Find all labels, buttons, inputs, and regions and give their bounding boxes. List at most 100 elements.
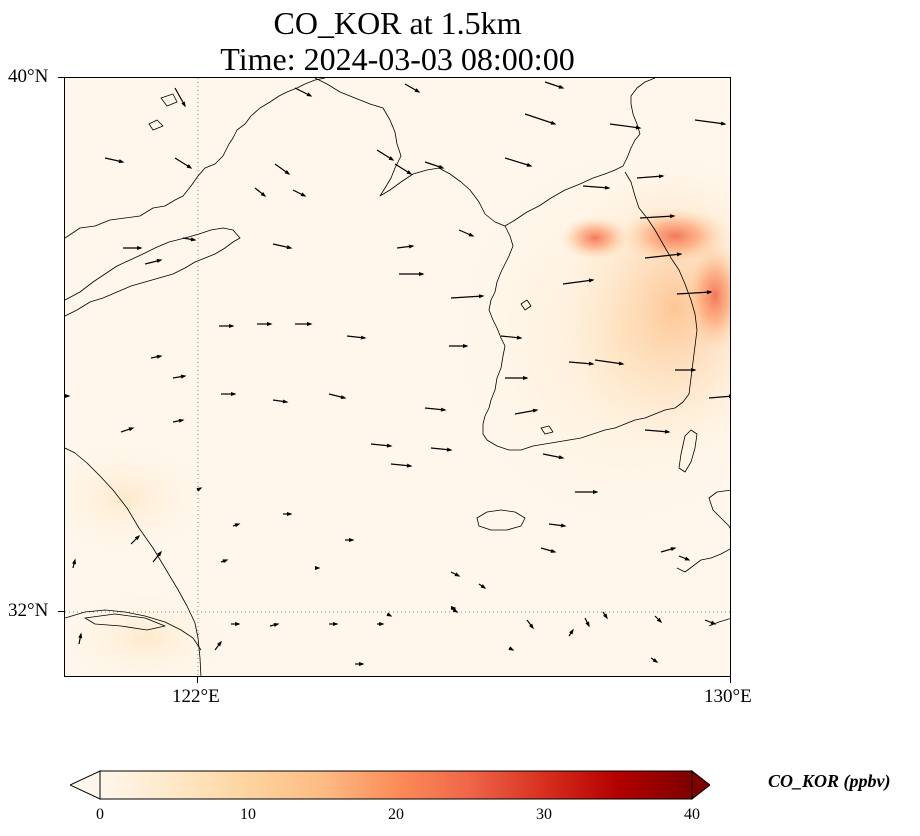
wind-vector: [568, 361, 594, 365]
co-concentration-field: [65, 128, 730, 676]
wind-vector-head: [523, 376, 529, 380]
wind-vector-head: [558, 84, 565, 89]
island-bohai-2: [148, 119, 164, 131]
wind-vector: [676, 291, 712, 295]
island-bohai-1: [160, 93, 178, 107]
wind-vector: [694, 119, 726, 125]
wind-vector-head: [454, 572, 461, 577]
wind-vector-head: [440, 407, 447, 412]
wind-vector-head: [691, 368, 697, 372]
wind-vector-head: [451, 606, 457, 610]
colorbar-gradient: [99, 770, 693, 800]
wind-vector-head: [229, 324, 235, 328]
coastline-kyushu: [708, 489, 730, 529]
wind-vector-head: [186, 164, 193, 169]
tsushima-island: [678, 429, 698, 473]
coastline-korea-north-east: [630, 78, 656, 135]
wind-vector-head: [65, 394, 71, 398]
wind-vector-head: [414, 88, 421, 93]
map-canvas: [65, 78, 730, 676]
wind-vector-head: [315, 566, 321, 570]
wind-vector-head: [178, 418, 185, 423]
wind-vector-head: [669, 214, 676, 219]
wind-vector-head: [118, 159, 125, 164]
coastline-china-east: [65, 78, 326, 239]
wind-vector-head: [676, 252, 683, 257]
colorbar-tick-label: 0: [96, 806, 104, 823]
wind-vector-head: [196, 487, 203, 492]
wind-vector-head: [508, 646, 515, 651]
coastline-china-south: [65, 447, 202, 676]
colorbar-tick-label: 40: [684, 806, 700, 823]
wind-vector-head: [386, 612, 393, 617]
wind-vector-head: [603, 613, 608, 620]
wind-vector-head: [78, 632, 83, 639]
x-tick-130e: [730, 677, 731, 683]
coastline-korea-east: [624, 171, 698, 395]
colorbar-extend-low: [68, 770, 101, 800]
wind-vector: [708, 395, 730, 399]
wind-vector-head: [128, 427, 135, 432]
wind-vector-head: [720, 121, 727, 126]
wind-vector-head: [670, 547, 677, 552]
coastline-shandong: [65, 227, 241, 317]
coastline-korea-west: [482, 225, 514, 441]
lat-label-32n: 32°N: [8, 600, 49, 621]
yangtze-estuary: [65, 609, 202, 651]
wind-vector-head: [550, 548, 557, 553]
wind-vector: [644, 253, 682, 259]
wind-vector: [636, 175, 664, 179]
wind-vector-head: [438, 164, 445, 169]
wind-vector-head: [585, 621, 590, 628]
wind-vector-head: [156, 259, 163, 263]
wind-vector-head: [386, 443, 393, 448]
wind-vector-head: [282, 399, 289, 404]
wind-vector-head: [618, 361, 625, 366]
wind-vector-head: [550, 120, 557, 125]
coastlines: [65, 78, 730, 676]
coastline-japan-south: [708, 618, 730, 627]
wind-vector-head: [452, 608, 459, 613]
gridlines: [65, 78, 730, 676]
wind-vector-head: [463, 344, 469, 348]
wind-vector-head: [588, 361, 595, 366]
wind-vectors: [65, 81, 730, 666]
wind-vector: [504, 157, 532, 167]
wind-vector-head: [593, 490, 599, 494]
wind-vector-head: [340, 395, 347, 399]
wind-vector-head: [134, 534, 141, 541]
wind-vector-head: [181, 101, 186, 108]
wind-vector-head: [480, 584, 487, 589]
wind-vector: [562, 279, 594, 285]
colorbar: [68, 769, 711, 801]
wind-vector-head: [137, 246, 143, 250]
wind-vector-head: [180, 374, 187, 379]
wind-vector-head: [710, 620, 717, 625]
wind-vector: [609, 123, 641, 129]
wind-vector-head: [306, 92, 313, 97]
wind-vector: [524, 113, 556, 125]
wind-vector-head: [419, 272, 425, 276]
colorbar-label: CO_KOR (ppbv): [768, 771, 891, 791]
wind-vector-head: [558, 455, 565, 460]
wind-vector-head: [234, 523, 241, 528]
wind-vector-head: [359, 662, 365, 666]
wind-vector-head: [706, 290, 713, 295]
wind-vector-head: [658, 174, 665, 179]
coastline-liaodong: [314, 78, 641, 227]
lon-label-130e: 130°E: [704, 686, 752, 707]
wind-vector-head: [446, 447, 453, 452]
wind-vector-head: [349, 538, 355, 542]
wind-vector-head: [286, 245, 293, 250]
wind-vector: [639, 215, 675, 219]
wind-vector-head: [267, 322, 273, 326]
wind-vector: [582, 185, 610, 189]
coastline-korea-south: [486, 393, 690, 451]
co-plume-yangtze: [65, 588, 235, 676]
wind-vector-head: [260, 191, 267, 197]
wind-vector-head: [379, 622, 385, 626]
wind-vector-head: [156, 550, 162, 557]
chongming-island: [84, 613, 166, 631]
colorbar-extend-high: [691, 769, 711, 801]
wind-vector-head: [529, 623, 534, 630]
